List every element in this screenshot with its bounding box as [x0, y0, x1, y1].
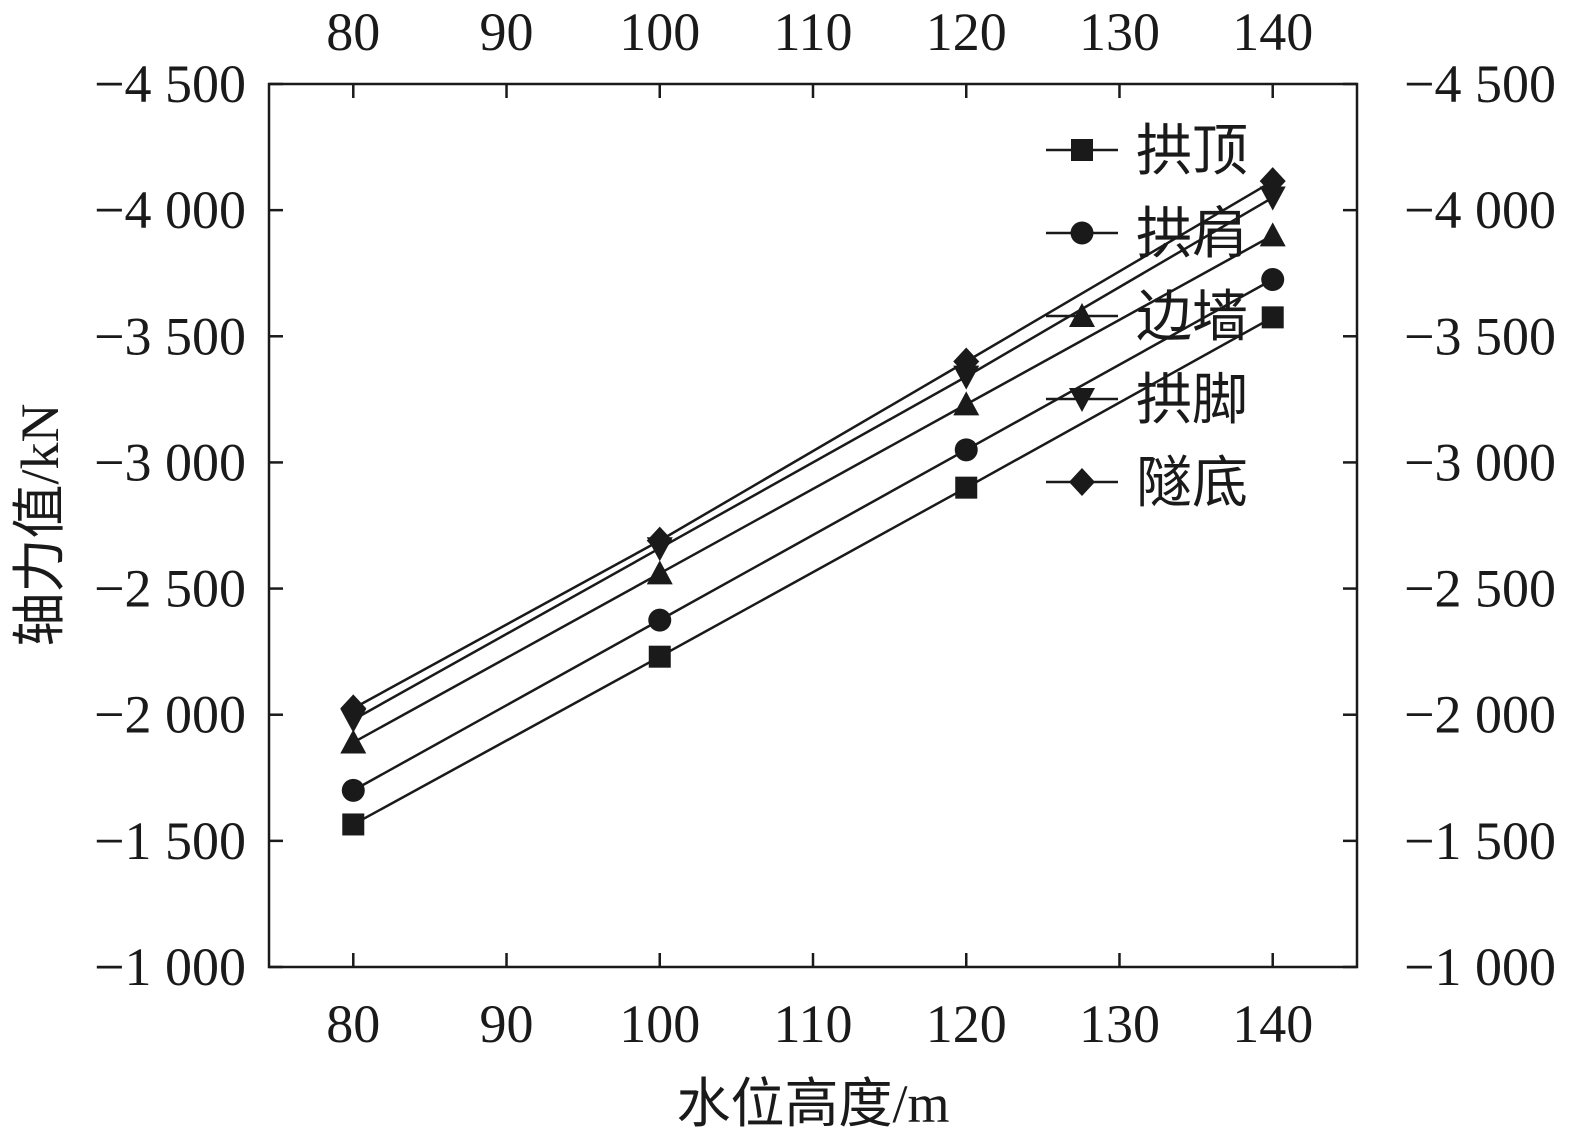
legend-marker: [1069, 303, 1095, 327]
data-point: [646, 526, 673, 555]
x-tick-label-top: 140: [1232, 2, 1313, 62]
y-tick-label-left: −4 000: [94, 180, 246, 240]
series-line: [352, 180, 1274, 710]
x-axis-title: 水位高度/m: [676, 1074, 949, 1134]
y-tick-label-right: −4 000: [1404, 180, 1556, 240]
data-point: [648, 608, 672, 632]
x-tick-label-bottom: 120: [926, 994, 1007, 1054]
legend-label: 隧底: [1136, 453, 1248, 515]
series-3: [340, 222, 1286, 754]
legend-marker: [1070, 221, 1094, 245]
x-tick-label-bottom: 90: [480, 994, 534, 1054]
legend-marker: [1071, 139, 1093, 161]
x-axis-ticks: 80 80 90 90 100 100 110 110 120 120 130 130 140 140: [326, 2, 1313, 1054]
x-tick-label-top: 130: [1079, 2, 1160, 62]
data-point: [1261, 268, 1285, 292]
x-tick-label-top: 90: [480, 2, 534, 62]
x-tick-label-bottom: 110: [774, 994, 853, 1054]
x-tick-label-bottom: 130: [1079, 994, 1160, 1054]
legend-label: 边墙: [1136, 287, 1248, 349]
data-point: [1259, 167, 1286, 196]
x-tick-label-top: 100: [619, 2, 700, 62]
y-tick-label-left: −4 500: [94, 54, 246, 114]
y-axis-title: 轴力值/kN: [10, 404, 70, 647]
y-tick-label-left: −1 000: [94, 937, 246, 997]
series-layer: [340, 167, 1286, 836]
legend-entry: 拱顶: [1046, 121, 1248, 183]
data-point: [953, 365, 980, 390]
x-tick-label-top: 80: [326, 2, 380, 62]
legend-entry: 边墙: [1046, 287, 1248, 349]
x-tick-label-bottom: 100: [619, 994, 700, 1054]
legend-label: 拱肩: [1136, 204, 1248, 266]
data-point: [341, 778, 365, 802]
data-point: [953, 347, 980, 376]
data-point: [1261, 306, 1284, 329]
y-axis-ticks: −1 000 −1 000 −1 500 −1 500 −2 000 −2 000 −2 5…: [94, 54, 1556, 997]
data-point: [955, 476, 978, 499]
data-point: [340, 694, 367, 723]
data-point: [953, 391, 980, 416]
series-line: [352, 234, 1274, 744]
y-tick-label-left: −2 000: [94, 685, 246, 745]
y-tick-label-right: −4 500: [1404, 54, 1556, 114]
x-tick-label-top: 110: [774, 2, 853, 62]
series-2: [341, 268, 1285, 802]
x-tick-label-bottom: 80: [326, 994, 380, 1054]
legend-marker: [1069, 468, 1095, 496]
x-tick-label-top: 120: [926, 2, 1007, 62]
data-point: [954, 438, 978, 462]
y-tick-label-right: −2 000: [1404, 685, 1556, 745]
y-tick-label-right: −3 500: [1404, 306, 1556, 366]
data-point: [340, 729, 367, 754]
y-tick-label-left: −2 500: [94, 559, 246, 619]
y-tick-label-right: −1 000: [1404, 937, 1556, 997]
legend-entry: 隧底: [1046, 453, 1248, 515]
legend-label: 拱脚: [1136, 370, 1248, 432]
data-point: [342, 813, 365, 836]
data-point: [646, 560, 673, 585]
y-tick-label-left: −3 000: [94, 432, 246, 492]
series-5: [340, 167, 1286, 723]
y-tick-label-left: −1 500: [94, 811, 246, 871]
y-tick-label-right: −1 500: [1404, 811, 1556, 871]
y-tick-label-right: −2 500: [1404, 559, 1556, 619]
series-line: [352, 278, 1274, 792]
legend-label: 拱顶: [1136, 121, 1248, 183]
x-tick-label-bottom: 140: [1232, 994, 1313, 1054]
series-line: [352, 316, 1274, 826]
data-point: [1259, 222, 1286, 247]
legend-entry: 拱脚: [1046, 370, 1248, 432]
legend-entry: 拱肩: [1046, 204, 1248, 266]
data-point: [648, 645, 671, 668]
y-tick-label-right: −3 000: [1404, 432, 1556, 492]
y-tick-label-left: −3 500: [94, 306, 246, 366]
series-1: [342, 306, 1284, 836]
data-point: [1259, 186, 1286, 211]
legend-marker: [1069, 388, 1095, 412]
series-line: [352, 196, 1274, 721]
